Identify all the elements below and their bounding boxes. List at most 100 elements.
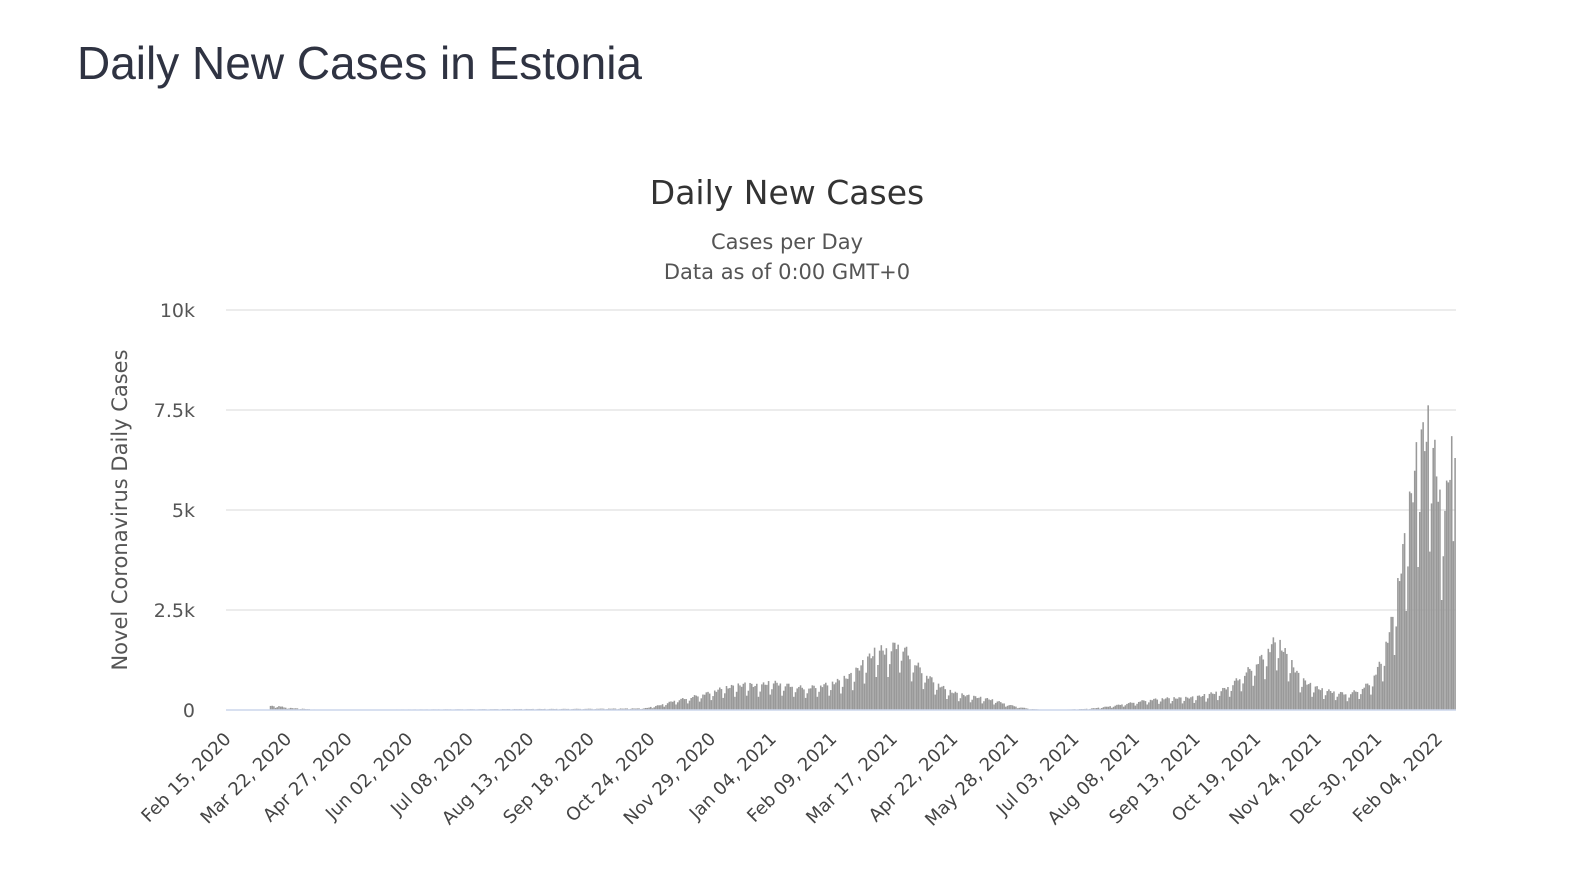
bar: [653, 707, 655, 710]
bar: [1328, 689, 1330, 710]
bar: [1247, 667, 1249, 710]
bar: [1104, 706, 1106, 710]
bar: [920, 673, 923, 710]
bar: [823, 684, 825, 710]
bar: [917, 662, 920, 710]
bar: [848, 673, 851, 710]
bar: [1158, 703, 1160, 710]
bar: [1144, 701, 1147, 710]
bar: [784, 686, 787, 710]
bar: [1449, 479, 1451, 710]
bar: [1114, 705, 1116, 710]
bar: [951, 692, 953, 710]
bar: [821, 687, 824, 710]
bar: [1275, 670, 1278, 710]
bar: [1417, 567, 1419, 710]
bar: [1193, 702, 1196, 710]
bar: [895, 649, 898, 710]
bar: [681, 698, 684, 710]
bar: [1164, 698, 1167, 710]
bar: [1191, 696, 1194, 710]
bar: [1215, 691, 1217, 710]
bar: [1112, 706, 1115, 710]
bar: [735, 691, 738, 710]
bar: [1183, 700, 1185, 710]
bar: [840, 693, 842, 710]
bar: [900, 660, 903, 710]
bar: [806, 693, 809, 710]
bar: [692, 696, 694, 710]
bar: [1312, 692, 1315, 710]
bar: [826, 685, 829, 710]
bar: [1097, 707, 1100, 710]
bar: [1356, 691, 1359, 710]
bar: [922, 689, 925, 710]
bar: [732, 685, 735, 710]
bar: [1161, 698, 1164, 710]
bar: [1413, 470, 1416, 710]
bar: [1106, 706, 1108, 710]
bar: [964, 696, 967, 710]
bar: [705, 692, 708, 710]
bar: [1181, 703, 1184, 710]
bar: [910, 681, 913, 710]
bar: [1223, 687, 1226, 710]
y-tick-label: 2.5k: [154, 600, 195, 622]
bar: [1279, 639, 1281, 710]
bar: [813, 685, 815, 710]
bar: [1092, 708, 1095, 710]
bar: [838, 680, 841, 710]
bar: [1353, 690, 1355, 710]
bar: [1264, 679, 1266, 710]
bar: [1016, 708, 1019, 710]
bar: [767, 681, 770, 710]
bar: [1351, 692, 1354, 710]
bar: [1415, 442, 1418, 710]
bar: [1259, 656, 1261, 710]
bar: [845, 678, 847, 710]
bar: [825, 682, 827, 710]
bar: [814, 688, 817, 710]
bar: [819, 685, 822, 710]
bar: [936, 689, 938, 710]
bar: [1407, 566, 1409, 710]
bar: [676, 702, 679, 710]
bar: [1265, 666, 1268, 710]
bar: [793, 696, 795, 710]
bar: [941, 686, 943, 710]
bar: [1008, 705, 1010, 710]
bar: [1121, 704, 1123, 710]
bar: [1302, 678, 1305, 710]
bar: [875, 677, 878, 710]
bar: [1420, 429, 1423, 710]
bar: [944, 689, 947, 710]
bar: [752, 686, 755, 710]
bar: [946, 699, 948, 710]
bar: [1196, 695, 1199, 710]
bar: [1217, 700, 1219, 710]
bar: [1442, 556, 1445, 710]
bar: [969, 702, 972, 710]
bar: [860, 665, 862, 710]
bar: [638, 708, 640, 710]
bar: [724, 693, 726, 710]
chart-subtitle-line-2: Data as of 0:00 GMT+0: [664, 260, 910, 284]
bar: [1249, 668, 1251, 710]
bar: [1292, 667, 1295, 710]
bar: [932, 682, 935, 710]
bar: [836, 678, 839, 710]
bar: [734, 696, 736, 710]
bar: [818, 691, 820, 710]
bar: [888, 664, 891, 710]
bar: [993, 704, 995, 710]
chart-title: Daily New Cases: [650, 173, 924, 212]
bar: [1393, 655, 1396, 710]
bar: [1452, 541, 1455, 710]
bar: [769, 694, 772, 710]
bar: [646, 707, 649, 710]
bar: [1132, 702, 1135, 710]
bar: [1365, 683, 1367, 710]
bar-series: [269, 405, 1456, 710]
bar: [870, 658, 872, 710]
bar: [766, 684, 768, 710]
